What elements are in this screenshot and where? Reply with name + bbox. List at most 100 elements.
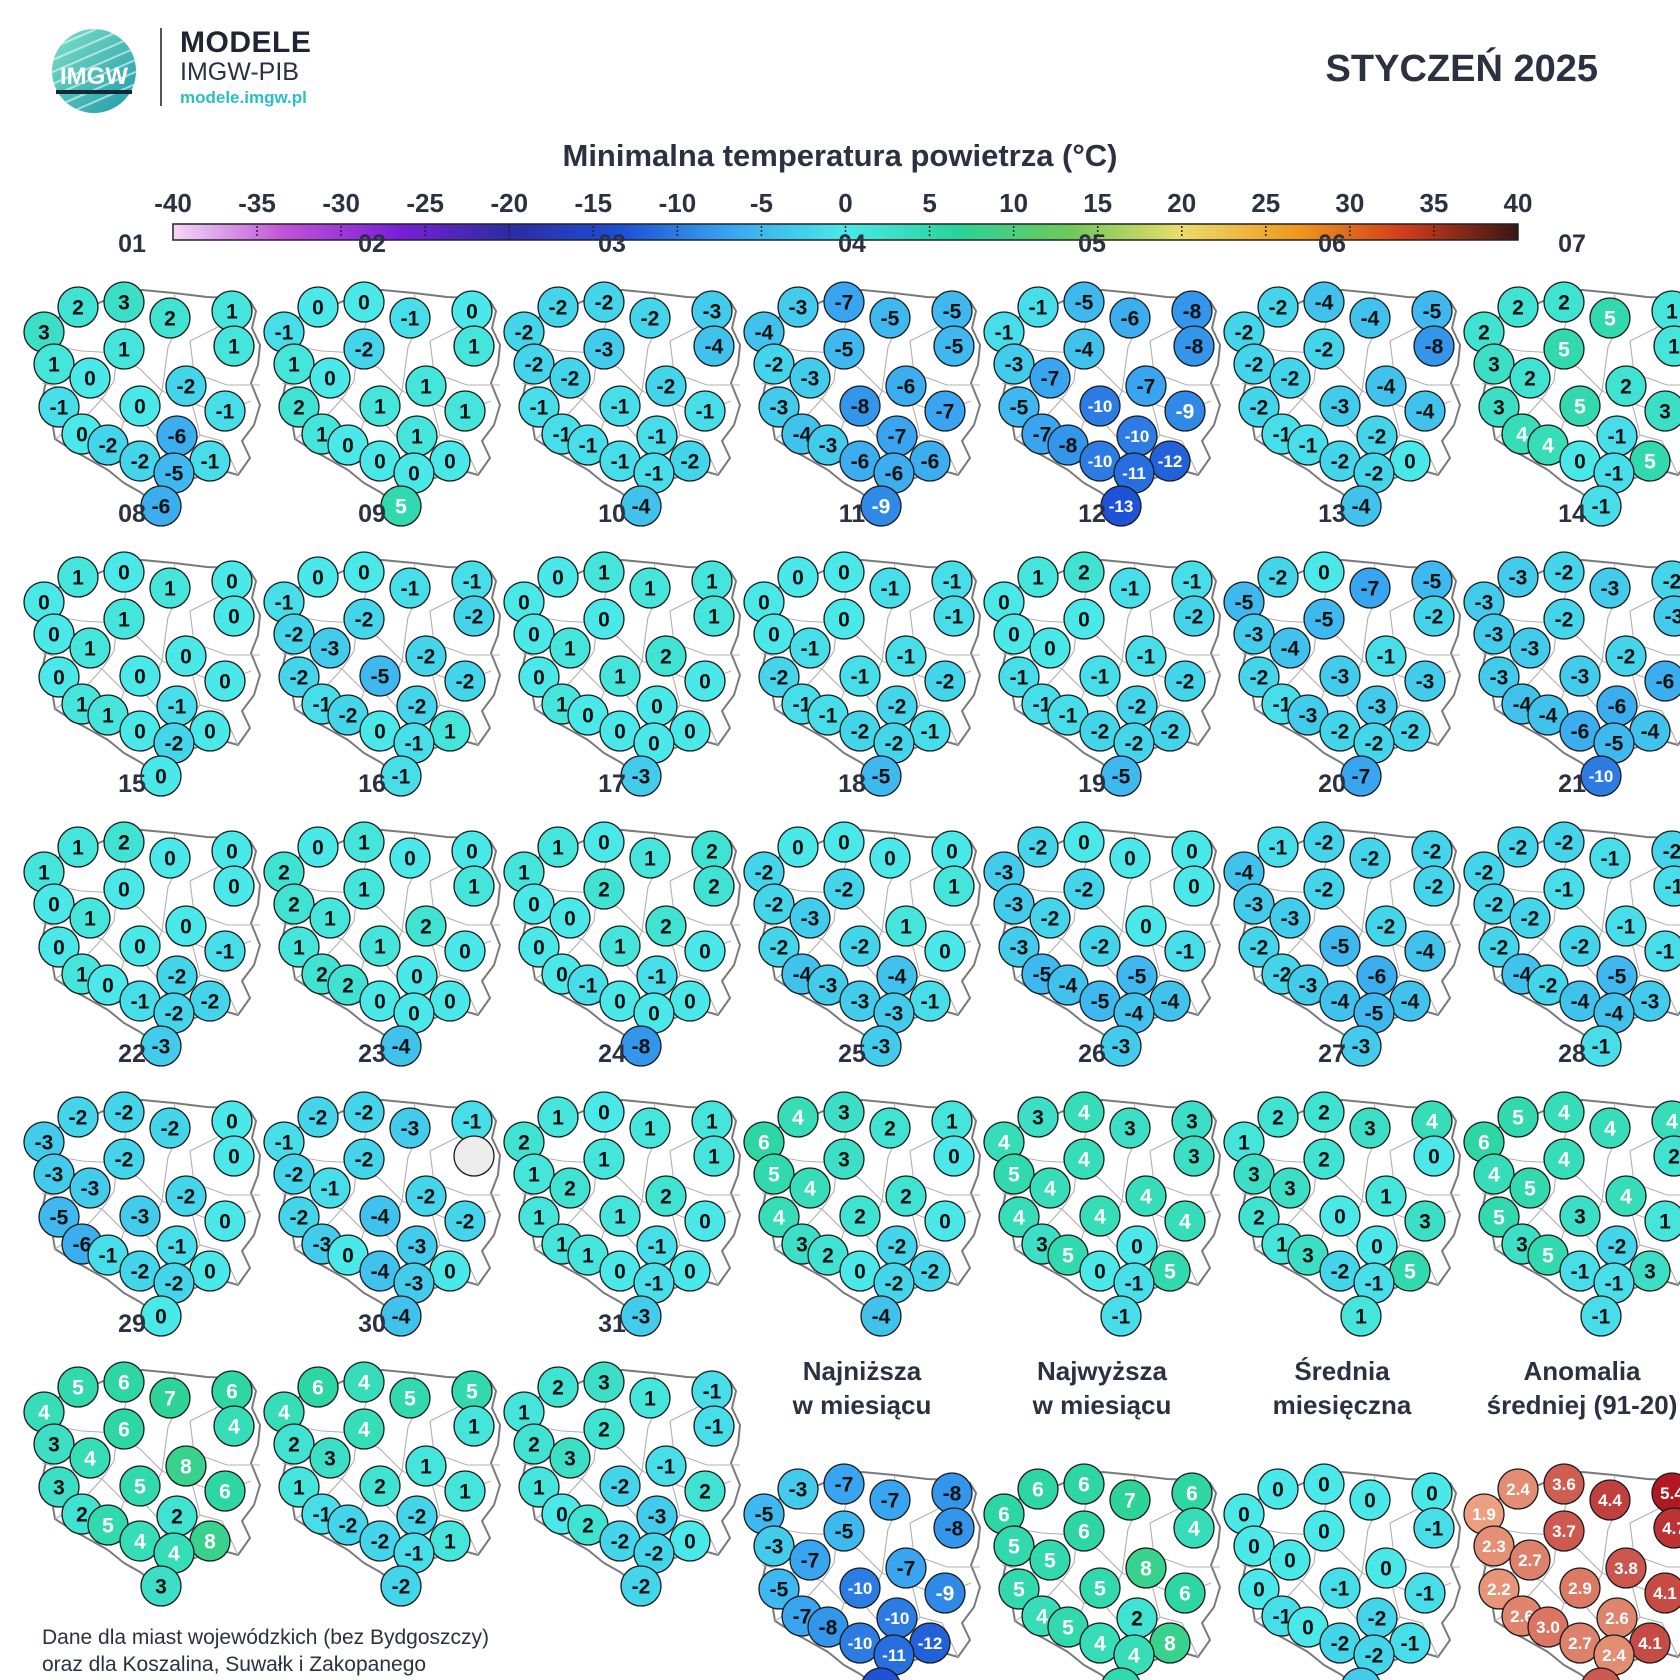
- colorbar-tick-label: 35: [1419, 188, 1448, 218]
- station-value: -4: [1416, 941, 1435, 964]
- station-value: -3: [1299, 705, 1318, 728]
- station-marker: [789, 897, 831, 939]
- region-border: [401, 1514, 441, 1526]
- station-value: -3: [1112, 1036, 1131, 1059]
- station-marker: [211, 560, 253, 602]
- station-marker: [1116, 415, 1158, 457]
- region-border: [911, 942, 959, 1016]
- station-value: -1: [819, 705, 838, 728]
- region-border: [429, 610, 500, 656]
- station-value: -2: [1365, 733, 1384, 756]
- station-marker: [1269, 627, 1311, 669]
- region-border: [1006, 614, 1101, 640]
- station-marker: [1497, 556, 1539, 598]
- station-marker: [1257, 556, 1299, 598]
- station-value: -2: [936, 671, 955, 694]
- station-value: -3: [1490, 667, 1509, 690]
- region-border: [911, 1584, 959, 1658]
- region-border: [101, 1162, 147, 1236]
- station-value: 0: [180, 646, 192, 669]
- station-value: -3: [1521, 638, 1540, 661]
- station-marker: [1389, 1250, 1431, 1292]
- region-border: [619, 1178, 643, 1236]
- header: IMGW MODELE IMGW-PIB modele.imgw.pl STYC…: [0, 0, 1680, 130]
- region-border: [189, 837, 233, 882]
- station-marker: [1261, 1595, 1303, 1637]
- station-marker: [389, 1107, 431, 1149]
- station-marker: [823, 868, 865, 910]
- region-border: [101, 892, 147, 966]
- station-value: 1: [706, 571, 718, 594]
- colorbar-tick-label: 30: [1335, 188, 1364, 218]
- station-value: 6: [219, 1481, 231, 1504]
- region-border: [887, 832, 901, 888]
- station-marker: [1238, 386, 1280, 428]
- region-border: [821, 1162, 867, 1236]
- station-value: -1: [1377, 646, 1396, 669]
- region-border: [1279, 1604, 1293, 1632]
- station-value: 0: [1272, 1479, 1284, 1502]
- station-value: -2: [1029, 837, 1048, 860]
- station-marker: [1509, 357, 1551, 399]
- station-value: -2: [1485, 894, 1504, 917]
- station-marker: [1543, 328, 1585, 370]
- station-value: -1: [50, 397, 69, 420]
- country-outline: [279, 1369, 501, 1586]
- station-value: 0: [84, 368, 96, 391]
- region-border: [1339, 1178, 1363, 1236]
- station-value: -8: [1425, 336, 1444, 359]
- station-value: 2: [420, 916, 432, 939]
- station-value: -2: [1250, 937, 1269, 960]
- station-value: 0: [648, 1003, 660, 1026]
- station-marker: [297, 1366, 339, 1408]
- station-value: 0: [134, 936, 146, 959]
- station-value: 0: [444, 991, 456, 1014]
- region-border: [401, 434, 441, 446]
- station-marker: [405, 905, 447, 947]
- region-border: [619, 638, 643, 696]
- station-marker: [839, 385, 881, 427]
- station-marker: [629, 837, 671, 879]
- region-border: [1601, 1616, 1641, 1628]
- station-value: 8: [1140, 1558, 1152, 1581]
- day-label: 28: [1558, 1040, 1586, 1068]
- station-value: -1: [401, 578, 420, 601]
- region-border: [534, 1208, 583, 1250]
- station-value: -4: [371, 1261, 390, 1284]
- station-marker: [541, 1223, 583, 1265]
- station-value: 1: [76, 964, 88, 987]
- station-marker: [684, 1470, 726, 1512]
- station-marker: [165, 635, 207, 677]
- station-marker: [33, 613, 75, 655]
- region-border: [1039, 1604, 1053, 1632]
- station-value: 0: [118, 879, 130, 902]
- station-value: 0: [838, 832, 850, 855]
- station-marker: [103, 281, 145, 323]
- region-border: [1014, 668, 1063, 710]
- station-marker: [1109, 297, 1151, 339]
- day-label: 10: [598, 500, 626, 528]
- station-marker: [1125, 365, 1167, 407]
- station-marker: [119, 1465, 161, 1507]
- day-label: 30: [358, 1310, 386, 1338]
- station-marker: [1478, 386, 1520, 428]
- station-marker: [1063, 1463, 1105, 1505]
- station-marker: [389, 297, 431, 339]
- station-value: 0: [1380, 1558, 1392, 1581]
- region-border: [1316, 690, 1341, 749]
- region-border: [1585, 964, 1623, 1024]
- station-marker: [1527, 694, 1569, 736]
- station-value: -2: [1521, 908, 1540, 931]
- region-border: [1246, 884, 1341, 910]
- station-marker: [405, 365, 447, 407]
- station-value: -10: [1589, 767, 1614, 786]
- station-marker: [1581, 1667, 1621, 1680]
- station-marker: [1605, 1547, 1647, 1589]
- station-value: 1: [598, 1149, 610, 1172]
- region-border: [1105, 424, 1143, 484]
- brand-url[interactable]: modele.imgw.pl: [180, 88, 307, 107]
- station-value: -4: [872, 1306, 891, 1329]
- station-marker: [869, 1479, 911, 1521]
- station-marker: [823, 1091, 865, 1133]
- station-value: 0: [533, 937, 545, 960]
